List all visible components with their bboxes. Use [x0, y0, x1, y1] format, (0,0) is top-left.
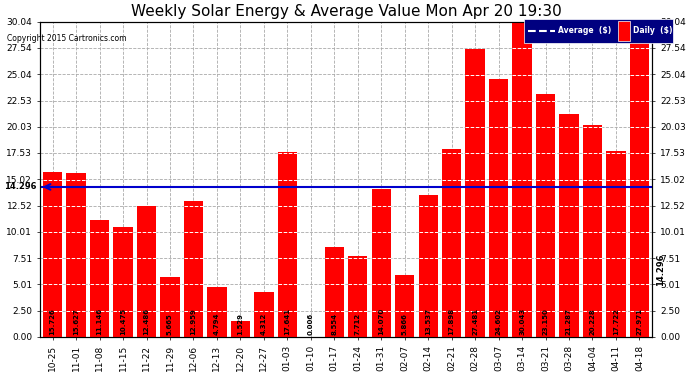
Bar: [348, 256, 367, 337]
Bar: [607, 151, 626, 337]
Bar: [278, 152, 297, 337]
Bar: [419, 195, 437, 337]
Bar: [66, 173, 86, 337]
Text: 8.554: 8.554: [331, 313, 337, 335]
Text: 5.665: 5.665: [167, 313, 173, 335]
Text: Average  ($): Average ($): [558, 26, 611, 36]
Text: 1.529: 1.529: [237, 313, 244, 335]
Text: 5.866: 5.866: [402, 313, 408, 335]
Bar: [254, 292, 273, 337]
Text: Copyright 2015 Cartronics.com: Copyright 2015 Cartronics.com: [7, 34, 126, 43]
Bar: [207, 286, 226, 337]
Title: Weekly Solar Energy & Average Value Mon Apr 20 19:30: Weekly Solar Energy & Average Value Mon …: [130, 4, 562, 19]
Bar: [489, 79, 509, 337]
Text: 14.070: 14.070: [378, 308, 384, 335]
Text: 17.898: 17.898: [448, 308, 455, 335]
Bar: [137, 206, 156, 337]
Bar: [113, 227, 132, 337]
Text: 4.794: 4.794: [214, 312, 220, 335]
Text: 12.959: 12.959: [190, 308, 197, 335]
Text: 15.627: 15.627: [73, 308, 79, 335]
Bar: [466, 49, 485, 337]
Bar: [442, 149, 462, 337]
Text: 17.722: 17.722: [613, 308, 619, 335]
Text: 7.712: 7.712: [355, 313, 361, 335]
Bar: [513, 22, 532, 337]
Text: 14.296: 14.296: [656, 253, 665, 286]
Text: 30.043: 30.043: [519, 308, 525, 335]
Text: 11.146: 11.146: [97, 308, 103, 335]
Text: 14.296: 14.296: [3, 182, 36, 191]
Text: Daily  ($): Daily ($): [633, 26, 673, 36]
Bar: [630, 44, 649, 337]
Bar: [325, 247, 344, 337]
Text: 0.006: 0.006: [308, 313, 314, 335]
Text: 27.481: 27.481: [472, 308, 478, 335]
Bar: [583, 124, 602, 337]
Text: 15.726: 15.726: [50, 308, 56, 335]
Text: 12.486: 12.486: [144, 308, 150, 335]
Text: 20.228: 20.228: [589, 308, 595, 335]
Bar: [395, 275, 414, 337]
Text: 24.602: 24.602: [495, 308, 502, 335]
Bar: [230, 321, 250, 337]
Bar: [372, 189, 391, 337]
Bar: [43, 172, 62, 337]
Text: 10.475: 10.475: [120, 308, 126, 335]
Bar: [184, 201, 203, 337]
Bar: [560, 114, 579, 337]
Bar: [90, 220, 109, 337]
Text: 17.641: 17.641: [284, 308, 290, 335]
Text: 27.971: 27.971: [636, 308, 642, 335]
Text: 4.312: 4.312: [261, 313, 267, 335]
Text: 23.150: 23.150: [542, 308, 549, 335]
Text: 21.287: 21.287: [566, 308, 572, 335]
Bar: [536, 94, 555, 337]
Bar: [160, 278, 179, 337]
Text: 13.537: 13.537: [425, 308, 431, 335]
